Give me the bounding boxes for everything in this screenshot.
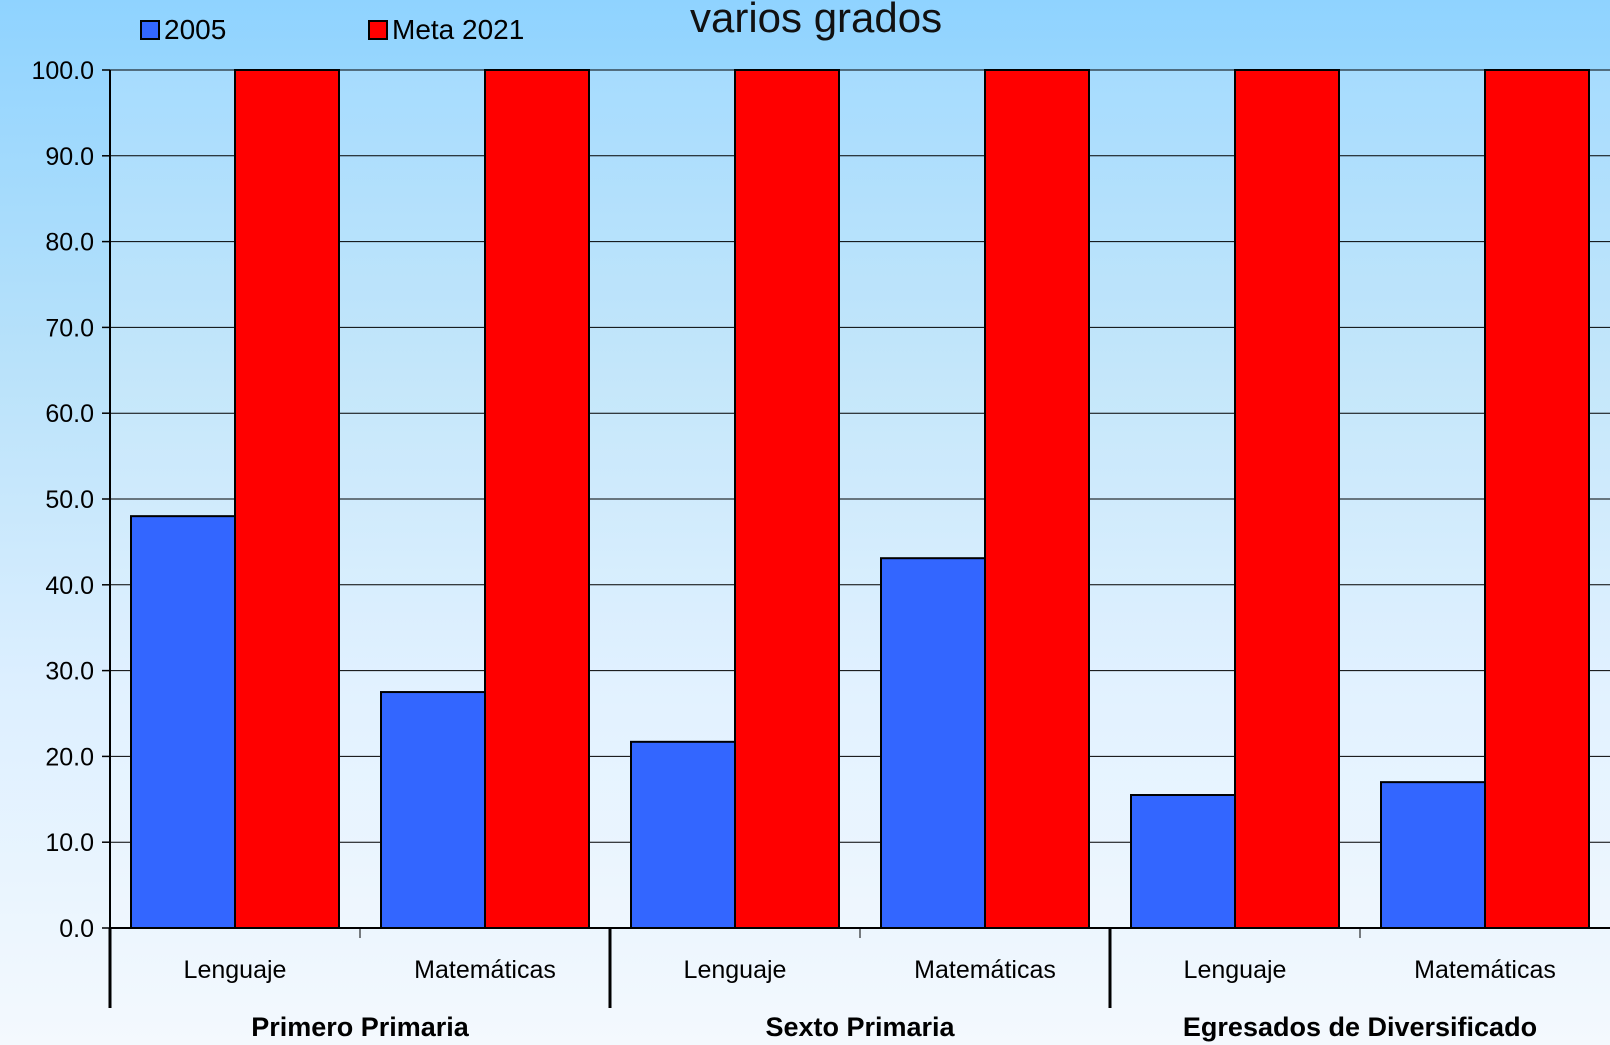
y-tick-label: 60.0 — [45, 400, 94, 428]
y-tick-label: 0.0 — [59, 915, 94, 943]
legend-swatch-meta-2021 — [368, 20, 388, 40]
bar-meta-2021-3 — [984, 69, 1090, 929]
x-category-label: Matemáticas — [1414, 956, 1556, 984]
x-category-label: Matemáticas — [914, 956, 1056, 984]
legend-label-meta-2021: Meta 2021 — [392, 14, 525, 45]
bar-meta-2021-4 — [1234, 69, 1340, 929]
bar-meta-2021-5 — [1484, 69, 1590, 929]
x-category-label: Lenguaje — [1184, 956, 1287, 984]
y-tick-label: 90.0 — [45, 143, 94, 171]
y-tick-label: 50.0 — [45, 486, 94, 514]
bar-meta-2021-1 — [484, 69, 590, 929]
y-tick-label: 100.0 — [31, 57, 94, 85]
legend-label-2005: 2005 — [164, 14, 227, 45]
bar-2005-3 — [880, 557, 986, 930]
y-tick-label: 20.0 — [45, 743, 94, 771]
bar-meta-2021-2 — [734, 69, 840, 929]
chart-title: varios grados — [690, 0, 943, 41]
y-tick-label: 10.0 — [45, 829, 94, 857]
bar-2005-5 — [1380, 781, 1486, 930]
bar-2005-2 — [630, 740, 736, 930]
x-category-label: Matemáticas — [414, 956, 556, 984]
legend-swatch-2005 — [140, 20, 160, 40]
bar-meta-2021-0 — [234, 69, 340, 929]
x-group-label: Sexto Primaria — [765, 1012, 955, 1042]
x-category-label: Lenguaje — [184, 956, 287, 984]
x-group-label: Primero Primaria — [251, 1012, 470, 1042]
x-category-label: Lenguaje — [684, 956, 787, 984]
bar-2005-4 — [1130, 794, 1236, 930]
legend-item-meta-2021: Meta 2021 — [368, 14, 524, 46]
x-group-label: Egresados de Diversificado — [1183, 1012, 1537, 1042]
y-tick-label: 30.0 — [45, 658, 94, 686]
bar-2005-0 — [130, 515, 236, 929]
legend-item-2005: 2005 — [140, 14, 226, 46]
bar-2005-1 — [380, 691, 486, 929]
y-tick-label: 40.0 — [45, 572, 94, 600]
y-tick-label: 80.0 — [45, 229, 94, 257]
y-tick-label: 70.0 — [45, 314, 94, 342]
